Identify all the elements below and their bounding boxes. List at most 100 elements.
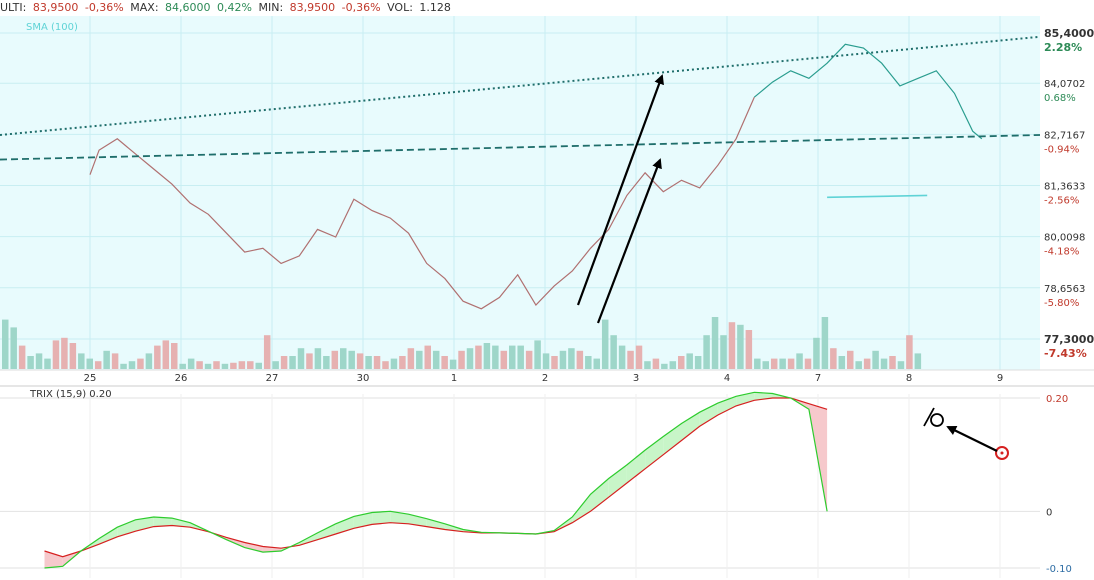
lower-trendline xyxy=(0,134,1041,161)
volume-bar xyxy=(69,343,77,369)
volume-bar xyxy=(542,353,550,369)
x-tick-label: 9 xyxy=(997,373,1003,384)
trix-area-fill xyxy=(153,517,172,527)
volume-bar xyxy=(534,340,541,369)
max-value: 84,6000 xyxy=(165,1,211,14)
volume-bar xyxy=(787,358,795,369)
volume-bar xyxy=(762,361,769,369)
volume-bar xyxy=(230,362,237,369)
trix-area-fill xyxy=(645,436,664,469)
volume-bar xyxy=(61,337,68,369)
y-tick-label: 84,0702 xyxy=(1044,79,1085,90)
volume-bar xyxy=(661,363,668,369)
y-pct-label: 2.28% xyxy=(1044,41,1082,54)
volume-bar xyxy=(585,356,592,369)
arrow-left xyxy=(946,426,998,452)
volume-bar xyxy=(525,350,533,369)
volume-bar xyxy=(280,356,288,369)
volume-bar xyxy=(10,327,17,369)
volume-bar xyxy=(154,345,161,369)
volume-bar xyxy=(272,361,279,369)
volume-bar xyxy=(314,348,322,369)
max-change: 0,42% xyxy=(217,1,252,14)
x-tick-label: 30 xyxy=(357,373,370,384)
vol-value: 1.128 xyxy=(419,1,451,14)
volume-bar xyxy=(517,345,524,369)
trix-panel: 0.20 0 -0.10 xyxy=(0,385,1094,578)
volume-bar xyxy=(475,345,482,369)
volume-bar xyxy=(382,361,389,369)
volume-bar xyxy=(247,361,254,369)
volume-bar xyxy=(238,361,246,369)
volume-bar xyxy=(348,350,355,369)
trix-area-fill xyxy=(44,551,63,568)
volume-bar xyxy=(424,345,431,369)
trix-area-fill xyxy=(699,403,718,427)
volume-bar xyxy=(559,350,567,369)
trix-line xyxy=(44,391,828,569)
trix-area-fill xyxy=(99,527,118,545)
y-pct-label: -7.43% xyxy=(1044,347,1087,360)
volume-bar xyxy=(306,353,313,369)
vol-label: VOL: xyxy=(387,1,413,14)
trix-tick-label: -0.10 xyxy=(1046,564,1072,575)
ulti-value: 83,9500 xyxy=(32,1,79,14)
volume-bar xyxy=(483,343,491,369)
volume-bar xyxy=(737,324,744,369)
trix-area-fill xyxy=(663,423,682,455)
volume-bar xyxy=(770,358,778,369)
y-pct-label: -4.18% xyxy=(1044,247,1079,258)
volume-bar xyxy=(855,361,862,369)
trix-area-fill xyxy=(171,518,191,528)
volume-bar xyxy=(416,350,423,369)
volume-bar xyxy=(813,337,820,369)
volume-bar xyxy=(509,345,516,369)
volume-bar xyxy=(94,361,102,369)
trix-area-fill xyxy=(390,511,409,524)
volume-bar xyxy=(356,353,364,369)
volume-bar xyxy=(187,358,195,369)
volume-bar xyxy=(804,358,812,369)
volume-bar xyxy=(694,356,702,369)
volume-bar xyxy=(889,356,896,369)
volume-bar xyxy=(441,356,448,369)
red-circle-dot xyxy=(1000,451,1004,455)
volume-bar xyxy=(2,319,9,369)
price-panel-background xyxy=(0,16,1040,370)
y-pct-label: -0.94% xyxy=(1044,144,1079,155)
volume-bar xyxy=(593,358,600,369)
y-tick-label: 78,6563 xyxy=(1044,284,1085,295)
volume-bar xyxy=(720,335,727,369)
volume-bar xyxy=(213,361,220,369)
volume-bar xyxy=(162,340,170,369)
trix-area-fill xyxy=(681,412,700,441)
volume-bar xyxy=(373,356,381,369)
price-line-down-segment xyxy=(89,96,755,310)
volume-bar xyxy=(779,358,786,369)
volume-bar xyxy=(196,361,203,369)
volume-bar xyxy=(145,353,153,369)
trix-area-fill xyxy=(608,464,627,498)
y-tick-label: 77,3000 xyxy=(1044,333,1094,346)
trix-area-fill xyxy=(353,512,373,529)
x-tick-label: 27 xyxy=(266,373,279,384)
trix-tick-label: 0 xyxy=(1046,507,1052,518)
volume-bar xyxy=(179,363,186,369)
volume-bar xyxy=(35,353,43,369)
volume-bar xyxy=(390,358,398,369)
trix-area-fill xyxy=(590,478,609,512)
trix-area-fill xyxy=(299,532,318,546)
volume-bar xyxy=(863,358,871,369)
volume-bar xyxy=(601,319,609,369)
ulti-label: ULTI: xyxy=(0,1,27,14)
volume-bar xyxy=(432,350,440,369)
volume-bar xyxy=(711,317,719,369)
volume-bar xyxy=(27,356,34,369)
volume-bar xyxy=(365,356,372,369)
volume-bar xyxy=(728,322,736,369)
y-tick-label: 80,0098 xyxy=(1044,233,1085,244)
volume-bar xyxy=(678,356,685,369)
volume-bar xyxy=(120,363,127,369)
volume-bar xyxy=(458,350,465,369)
